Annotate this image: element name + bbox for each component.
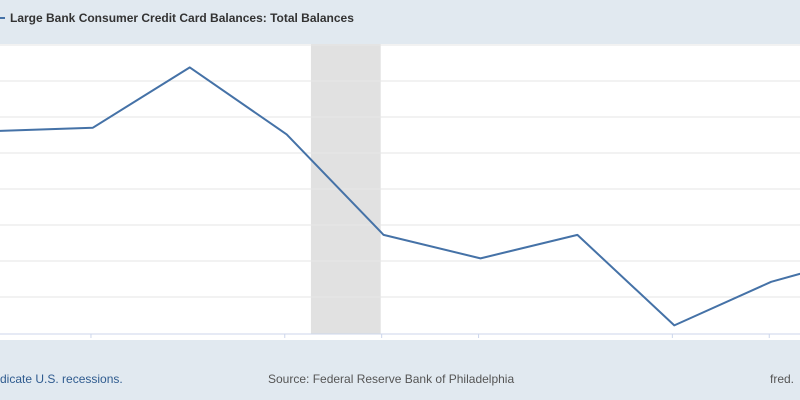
legend-series-label: Large Bank Consumer Credit Card Balances… (10, 11, 354, 25)
brand-link[interactable]: fred. (769, 372, 794, 386)
legend-series-swatch (0, 17, 5, 19)
series-line (0, 66, 800, 327)
legend: Large Bank Consumer Credit Card Balances… (0, 0, 800, 36)
plot-area[interactable]: Q3 2019Q1 2020Q2 2020Q3 2020Q1 2021Q2 20… (0, 44, 800, 340)
recession-note: dicate U.S. recessions. (0, 372, 123, 386)
line-chart[interactable]: Q3 2019Q1 2020Q2 2020Q3 2020Q1 2021Q2 20… (0, 44, 800, 340)
footer: dicate U.S. recessions. Source: Federal … (0, 364, 800, 394)
source-note: Source: Federal Reserve Bank of Philadel… (268, 372, 515, 386)
